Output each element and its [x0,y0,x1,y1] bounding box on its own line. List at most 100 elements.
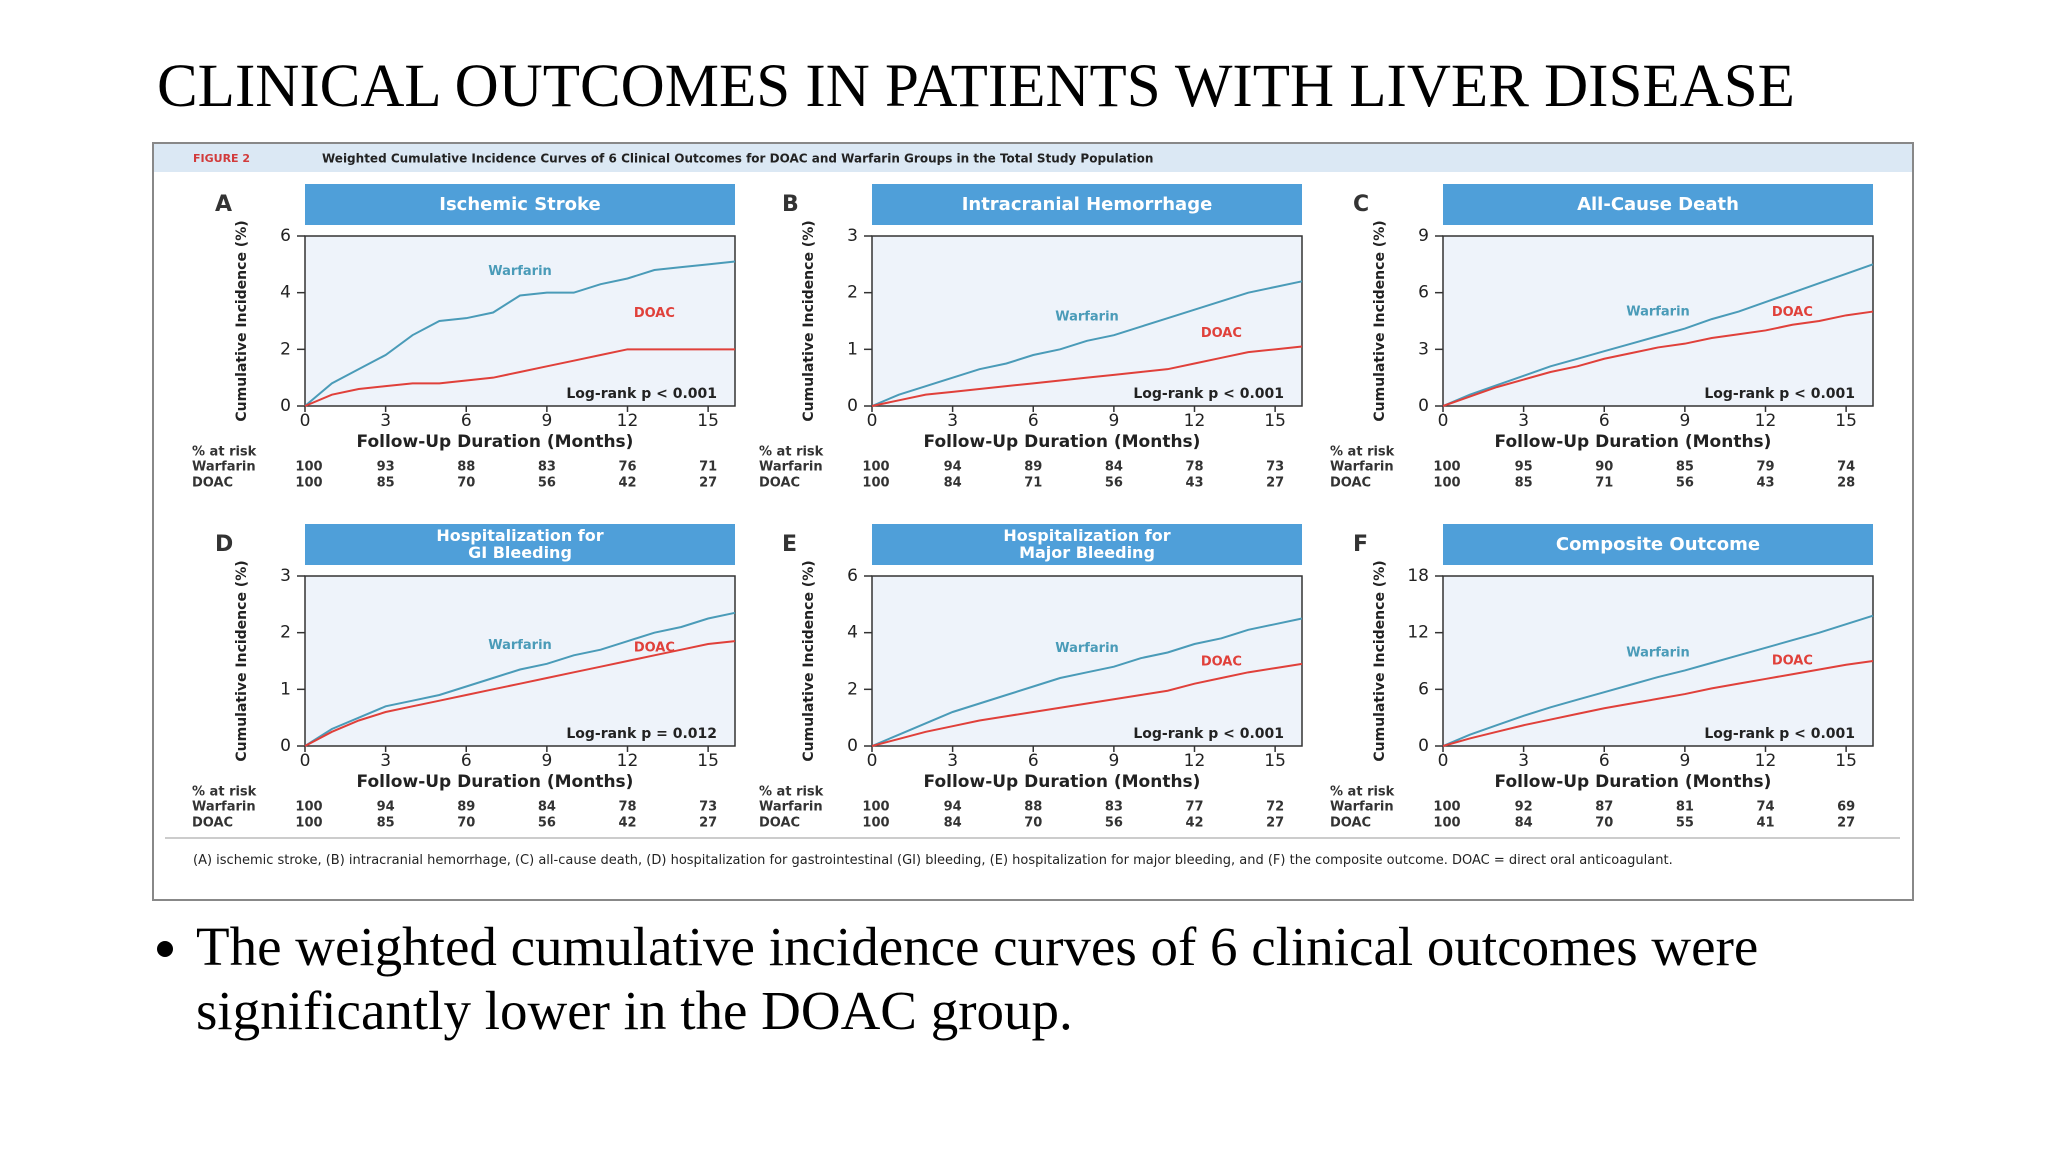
risk-value: 100 [862,800,889,815]
y-tick-label: 4 [280,283,291,303]
risk-header: % at risk [1330,785,1395,800]
x-tick-label: 9 [1108,751,1119,771]
risk-header: % at risk [192,785,257,800]
x-tick-label: 3 [380,751,391,771]
risk-value: 100 [862,460,889,475]
risk-value: 85 [1676,460,1694,475]
y-axis-label: Cumulative Incidence (%) [234,220,250,421]
risk-row-label: Warfarin [192,460,256,475]
risk-value: 100 [862,476,889,491]
series-line [871,345,1303,407]
x-tick-label: 9 [1679,411,1690,431]
risk-value: 92 [1515,800,1533,815]
annotation: Log-rank p < 0.001 [566,386,717,402]
risk-value: 41 [1756,816,1774,831]
risk-value: 95 [1515,460,1533,475]
risk-value: 100 [1433,476,1460,491]
annotation: Log-rank p < 0.001 [1133,726,1284,742]
risk-value: 27 [1266,816,1284,831]
risk-value: 72 [1266,800,1284,815]
y-tick-label: 1 [280,679,291,699]
y-tick-label: 6 [280,226,291,246]
x-tick-label: 3 [1518,751,1529,771]
x-tick-label: 6 [1599,411,1610,431]
x-tick-label: 3 [380,411,391,431]
x-tick-label: 9 [1679,751,1690,771]
series-line [871,617,1303,747]
risk-value: 74 [1837,460,1855,475]
risk-value: 93 [377,460,395,475]
y-tick-label: 6 [847,566,858,586]
risk-value: 56 [1105,476,1123,491]
x-tick-label: 6 [461,751,472,771]
x-tick-label: 0 [1438,751,1449,771]
risk-value: 43 [1185,476,1203,491]
risk-value: 71 [699,460,717,475]
risk-row-label: DOAC [759,476,800,491]
y-axis-label: Cumulative Incidence (%) [234,560,250,761]
panel-title: Major Bleeding [1019,543,1155,562]
risk-value: 84 [1515,816,1533,831]
series-label: DOAC [1201,326,1242,341]
x-tick-label: 9 [541,411,552,431]
risk-value: 70 [1595,816,1613,831]
x-tick-label: 12 [1755,411,1777,431]
series-line [1442,660,1874,747]
y-tick-label: 3 [847,226,858,246]
risk-header: % at risk [759,785,824,800]
risk-value: 73 [1266,460,1284,475]
series-label: Warfarin [1055,309,1119,324]
risk-row-label: Warfarin [1330,460,1394,475]
y-tick-label: 3 [280,566,291,586]
risk-value: 84 [1105,460,1123,475]
x-tick-label: 3 [947,751,958,771]
x-tick-label: 6 [1028,751,1039,771]
risk-header: % at risk [192,445,257,460]
risk-value: 27 [1266,476,1284,491]
figure-caption: (A) ischemic stroke, (B) intracranial he… [193,853,1673,868]
risk-value: 100 [295,816,322,831]
x-tick-label: 6 [461,411,472,431]
y-tick-label: 0 [1418,396,1429,416]
risk-value: 79 [1756,460,1774,475]
y-tick-label: 0 [1418,736,1429,756]
x-axis-label: Follow-Up Duration (Months) [1495,432,1772,452]
series-label: DOAC [634,306,675,321]
slide-title: CLINICAL OUTCOMES IN PATIENTS WITH LIVER… [157,53,1795,120]
risk-row-label: Warfarin [192,800,256,815]
risk-value: 27 [1837,816,1855,831]
panel-letter: D [215,532,233,557]
risk-value: 84 [944,816,962,831]
risk-value: 89 [1024,460,1042,475]
series-line [871,662,1303,747]
annotation: Log-rank p < 0.001 [1704,726,1855,742]
risk-value: 70 [457,476,475,491]
x-axis-label: Follow-Up Duration (Months) [357,772,634,792]
x-axis-label: Follow-Up Duration (Months) [1495,772,1772,792]
risk-value: 74 [1756,800,1774,815]
panel-letter: C [1353,192,1369,217]
x-tick-label: 12 [1184,751,1206,771]
risk-value: 70 [457,816,475,831]
risk-value: 69 [1837,800,1855,815]
panel-banner [305,184,735,225]
panel-title: Ischemic Stroke [439,194,600,215]
risk-row-label: Warfarin [1330,800,1394,815]
y-tick-label: 9 [1418,226,1429,246]
x-tick-label: 15 [697,751,719,771]
risk-value: 100 [295,800,322,815]
y-tick-label: 0 [280,396,291,416]
risk-header: % at risk [1330,445,1395,460]
x-tick-label: 0 [1438,411,1449,431]
risk-value: 43 [1756,476,1774,491]
risk-value: 94 [377,800,395,815]
risk-value: 88 [457,460,475,475]
panel-title: All-Cause Death [1577,194,1739,215]
x-tick-label: 12 [617,411,639,431]
y-axis-label: Cumulative Incidence (%) [1372,220,1388,421]
risk-value: 77 [1185,800,1203,815]
series-label: Warfarin [1626,305,1690,320]
x-tick-label: 3 [947,411,958,431]
risk-value: 42 [618,476,636,491]
